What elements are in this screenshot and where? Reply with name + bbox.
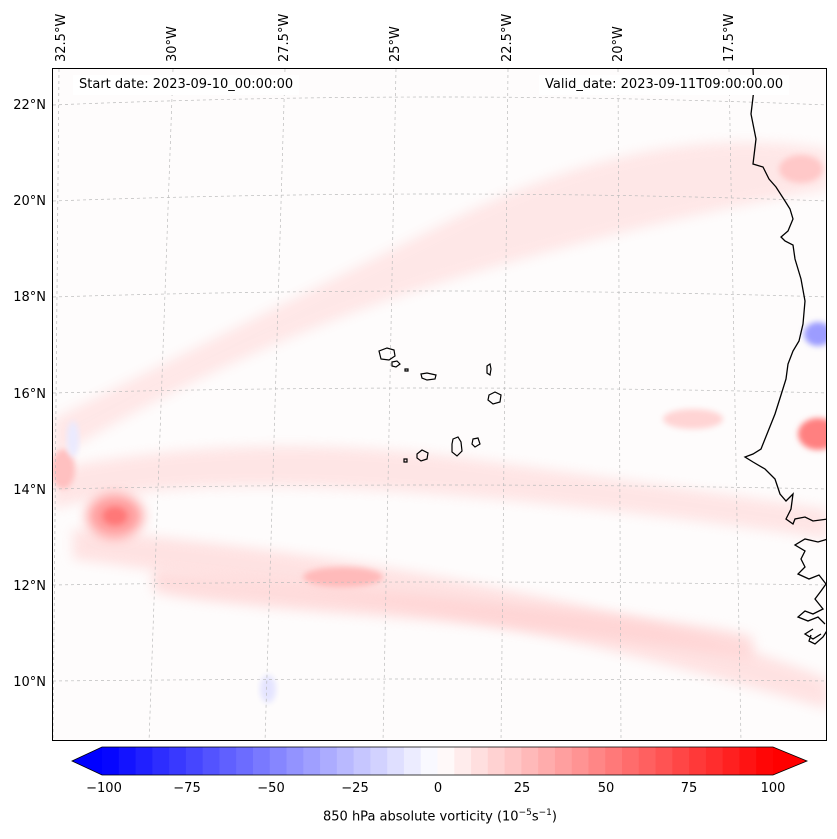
colorbar-cell bbox=[353, 747, 371, 775]
colorbar-cell bbox=[739, 747, 757, 775]
vorticity-map bbox=[53, 69, 826, 740]
colorbar-cell bbox=[420, 747, 438, 775]
colorbar bbox=[71, 746, 809, 776]
colorbar-cell bbox=[454, 747, 472, 775]
colorbar-label-prefix: 850 hPa absolute vorticity (10 bbox=[323, 809, 519, 825]
colorbar-tick-75: 75 bbox=[680, 781, 698, 796]
colorbar-cell bbox=[286, 747, 304, 775]
colorbar-cell bbox=[169, 747, 187, 775]
colorbar-cell bbox=[202, 747, 220, 775]
colorbar-cell bbox=[437, 747, 455, 775]
lat-label-10n: 10°N bbox=[13, 675, 46, 690]
colorbar-cell bbox=[236, 747, 254, 775]
colorbar-tick-neg50: −50 bbox=[257, 781, 285, 796]
lat-label-18n: 18°N bbox=[13, 290, 46, 305]
colorbar-cell bbox=[554, 747, 573, 775]
colorbar-cell bbox=[102, 747, 120, 775]
colorbar-tick-neg100: −100 bbox=[86, 781, 122, 796]
colorbar-cell bbox=[303, 747, 321, 775]
colorbar-cell bbox=[320, 747, 338, 775]
colorbar-cell bbox=[538, 747, 556, 775]
colorbar-extend-min bbox=[72, 747, 102, 775]
colorbar-tick-50: 50 bbox=[597, 781, 615, 796]
colorbar-tick-100: 100 bbox=[760, 781, 786, 796]
colorbar-label-exp1: −5 bbox=[518, 808, 532, 818]
lon-label-30w: 30°W bbox=[165, 26, 180, 62]
lon-label-17-5w: 17.5°W bbox=[722, 13, 737, 62]
colorbar-cell bbox=[571, 747, 589, 775]
map-panel bbox=[52, 68, 827, 741]
colorbar-cell bbox=[705, 747, 724, 775]
lat-label-14n: 14°N bbox=[13, 483, 46, 498]
colorbar-tick-neg75: −75 bbox=[173, 781, 201, 796]
lon-label-20w: 20°W bbox=[611, 26, 626, 62]
colorbar-tick-25: 25 bbox=[513, 781, 531, 796]
colorbar-cell bbox=[689, 747, 707, 775]
colorbar-label-suffix: ) bbox=[551, 809, 557, 825]
colorbar-tick-0: 0 bbox=[433, 781, 443, 796]
colorbar-cell bbox=[487, 747, 506, 775]
graticule bbox=[53, 69, 826, 740]
colorbar-label-mid: s bbox=[531, 809, 539, 825]
vorticity-field bbox=[53, 142, 826, 709]
west-africa-coastline bbox=[743, 69, 826, 645]
colorbar-cell bbox=[655, 747, 673, 775]
colorbar-cell bbox=[504, 747, 522, 775]
colorbar-cell bbox=[756, 747, 774, 775]
colorbar-cell bbox=[672, 747, 690, 775]
colorbar-cell bbox=[370, 747, 388, 775]
valid-date-label: Valid_date: 2023-09-11T09:00:00.00 bbox=[539, 75, 790, 95]
colorbar-label: 850 hPa absolute vorticity (10−5s−1) bbox=[0, 808, 837, 824]
colorbar-outline bbox=[71, 746, 809, 776]
colorbar-cell bbox=[622, 747, 640, 775]
lon-label-32-5w: 32.5°W bbox=[54, 13, 69, 62]
colorbar-cell bbox=[336, 747, 355, 775]
colorbar-cell bbox=[118, 747, 137, 775]
colorbar-cell bbox=[135, 747, 153, 775]
lon-label-27-5w: 27.5°W bbox=[277, 13, 292, 62]
colorbar-cell bbox=[185, 747, 204, 775]
colorbar-cell bbox=[152, 747, 170, 775]
colorbar-cell bbox=[588, 747, 606, 775]
colorbar-cell bbox=[269, 747, 288, 775]
start-date-label: Start date: 2023-09-10_00:00:00 bbox=[73, 75, 300, 95]
colorbar-cell bbox=[471, 747, 489, 775]
lat-label-16n: 16°N bbox=[13, 387, 46, 402]
colorbar-label-exp2: −1 bbox=[538, 808, 552, 818]
colorbar-cell bbox=[403, 747, 422, 775]
lon-label-25w: 25°W bbox=[388, 26, 403, 62]
colorbar-cell bbox=[521, 747, 539, 775]
colorbar-cell bbox=[387, 747, 405, 775]
colorbar-cell bbox=[252, 747, 271, 775]
colorbar-cell bbox=[722, 747, 740, 775]
lat-label-20n: 20°N bbox=[13, 194, 46, 209]
lat-label-22n: 22°N bbox=[13, 98, 46, 113]
cape-verde-islands bbox=[378, 347, 502, 463]
colorbar-cell bbox=[638, 747, 657, 775]
lon-label-22-5w: 22.5°W bbox=[500, 13, 515, 62]
colorbar-extend-max bbox=[773, 747, 807, 775]
colorbar-cell bbox=[219, 747, 237, 775]
colorbar-cells bbox=[72, 747, 807, 775]
lat-label-12n: 12°N bbox=[13, 579, 46, 594]
colorbar-cell bbox=[605, 747, 623, 775]
colorbar-tick-neg25: −25 bbox=[341, 781, 369, 796]
